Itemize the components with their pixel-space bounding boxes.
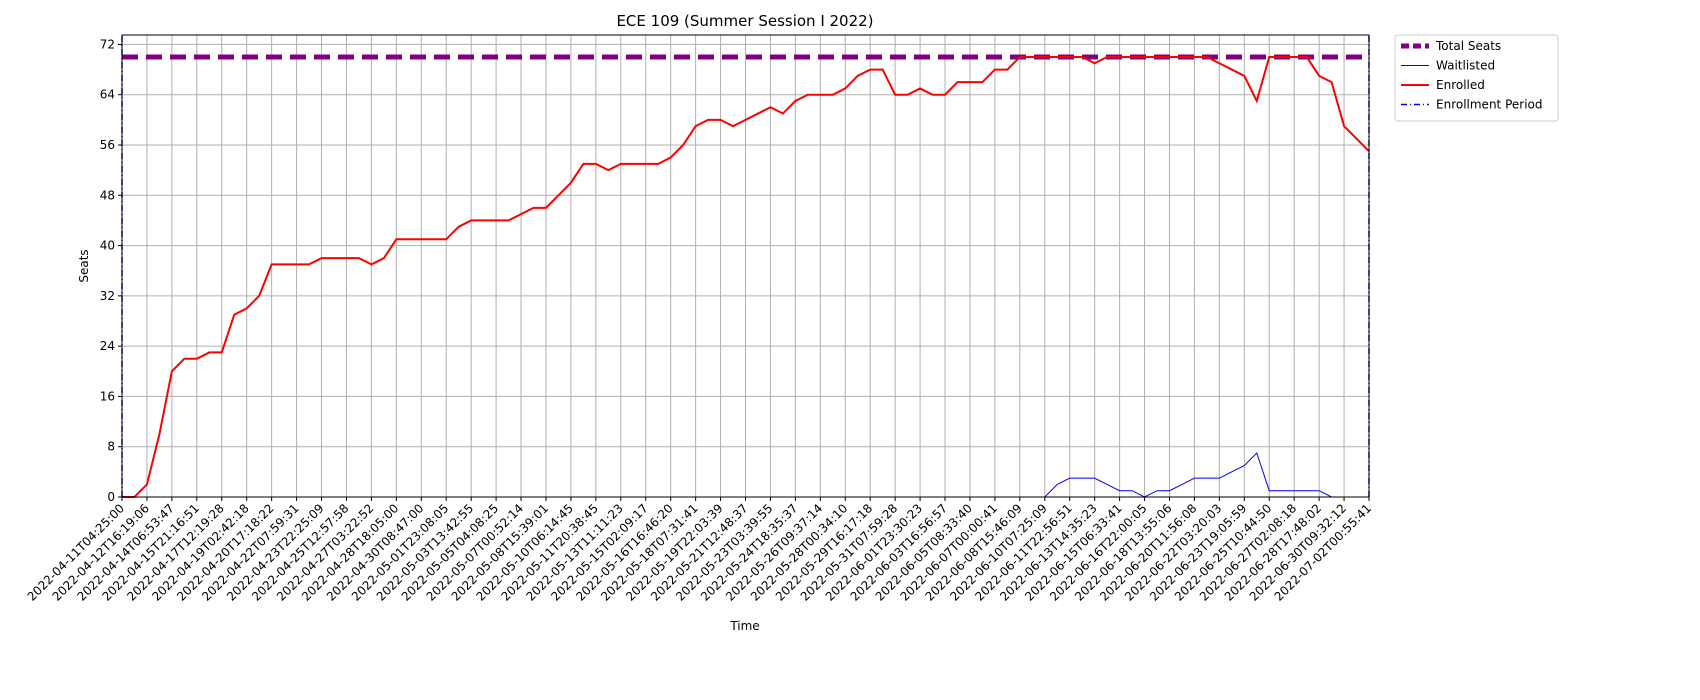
legend-label: Enrolled [1436, 78, 1485, 92]
y-tick-label: 8 [107, 440, 115, 454]
series-line [122, 56, 1370, 498]
y-tick-label: 56 [100, 138, 115, 152]
y-tick-label: 24 [100, 339, 115, 353]
legend-label: Enrollment Period [1436, 98, 1542, 112]
y-tick-label: 48 [100, 188, 115, 202]
y-tick-label: 64 [100, 88, 115, 102]
y-tick-label: 40 [100, 239, 115, 253]
legend-label: Waitlisted [1436, 59, 1495, 73]
plot-frame [121, 34, 1370, 498]
y-axis-label: Seats [77, 249, 91, 282]
chart-title: ECE 109 (Summer Session I 2022) [616, 12, 873, 30]
y-tick-label: 0 [107, 490, 115, 504]
y-tick-label: 72 [100, 37, 115, 51]
y-tick-label: 16 [100, 389, 115, 403]
y-tick-label: 32 [100, 289, 115, 303]
legend-label: Total Seats [1435, 39, 1501, 53]
legend-box [1394, 34, 1559, 122]
x-axis-label: Time [729, 619, 759, 633]
